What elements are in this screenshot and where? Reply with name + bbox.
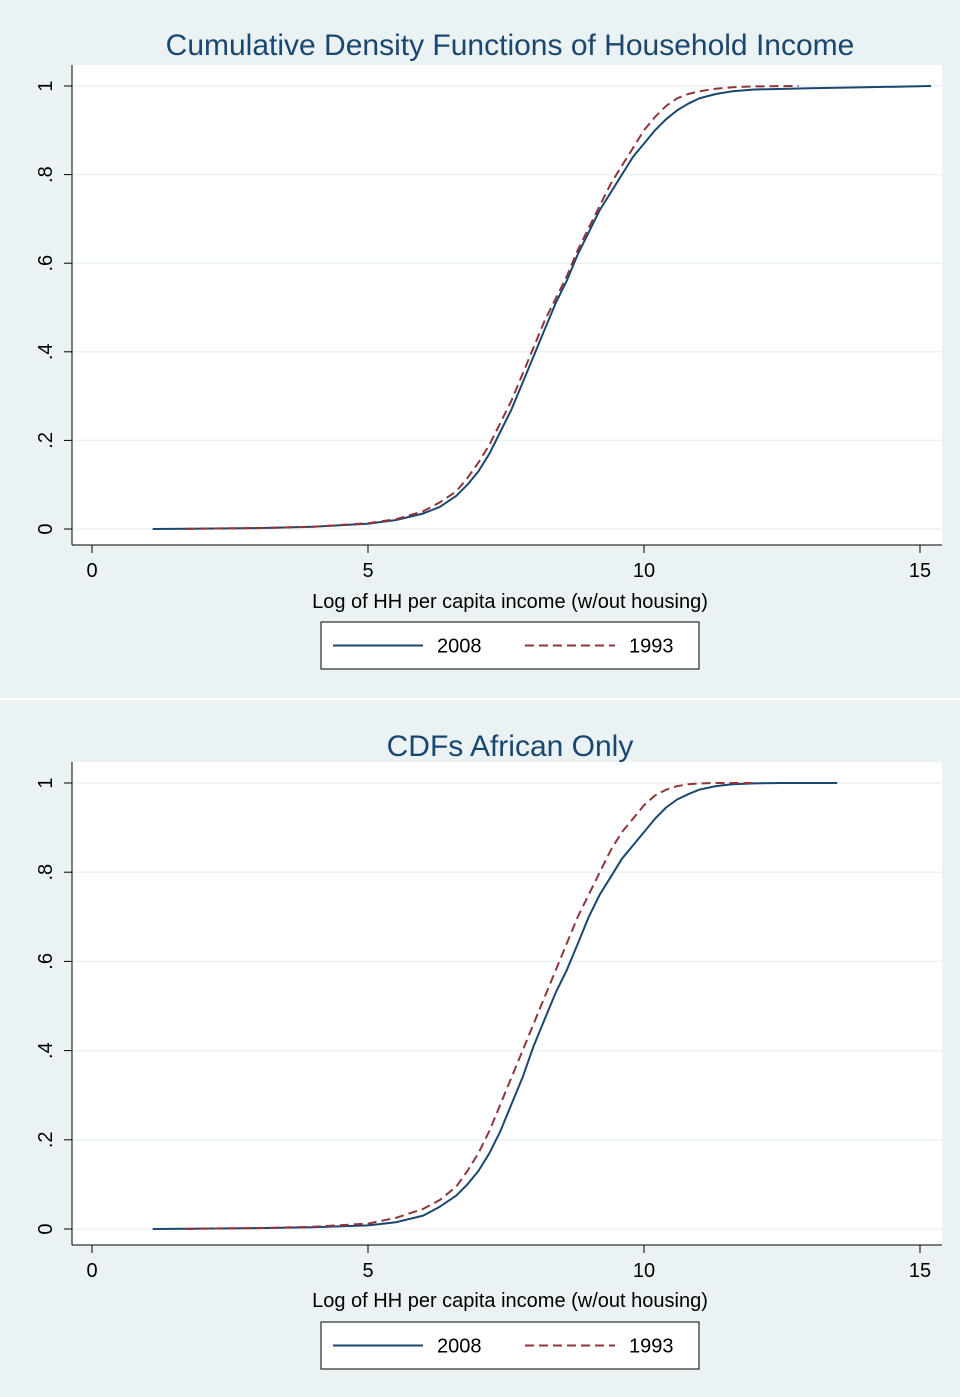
y-tick-label: 1: [35, 80, 57, 91]
legend-label: 1993: [629, 1336, 674, 1358]
y-tick-label: .4: [35, 1042, 57, 1059]
legend-label: 2008: [437, 1336, 482, 1358]
x-tick-label: 0: [86, 1260, 97, 1282]
y-tick-label: .2: [35, 1131, 57, 1148]
series-line-1993: [185, 85, 799, 530]
y-tick-label: 0: [35, 1223, 57, 1234]
x-axis-title: Log of HH per capita income (w/out housi…: [312, 591, 708, 613]
chart-title: CDFs African Only: [387, 730, 634, 763]
plot-area: [72, 762, 942, 1245]
y-tick-label: .2: [35, 432, 57, 449]
series-line-1993: [185, 782, 755, 1230]
legend-label: 1993: [629, 636, 674, 658]
y-tick-label: 1: [35, 777, 57, 788]
series-line-2008: [152, 782, 838, 1230]
chart-title: Cumulative Density Functions of Househol…: [166, 29, 855, 62]
x-tick-label: 10: [633, 1260, 655, 1282]
x-tick-label: 15: [909, 560, 931, 582]
legend-label: 2008: [437, 636, 482, 658]
y-tick-label: 0: [35, 523, 57, 534]
plot-area: [72, 65, 942, 545]
x-axis-title: Log of HH per capita income (w/out housi…: [312, 1290, 708, 1312]
x-tick-label: 10: [633, 560, 655, 582]
y-tick-label: .6: [35, 953, 57, 970]
y-tick-label: .6: [35, 255, 57, 272]
y-tick-label: .8: [35, 864, 57, 881]
series-line-2008: [152, 85, 932, 530]
x-tick-label: 5: [362, 560, 373, 582]
y-tick-label: .4: [35, 343, 57, 360]
x-tick-label: 15: [909, 1260, 931, 1282]
chart-panel: 0.2.4.6.8 1 0 5 10 15 Cumulative Density Funct…: [35, 29, 942, 670]
chart-panel: 0.2.4.6.8 1 0 5 10 15 CDFs African Only Log of …: [0, 700, 960, 1397]
x-tick-label: 0: [86, 560, 97, 582]
x-tick-label: 5: [362, 1260, 373, 1282]
y-tick-label: .8: [35, 166, 57, 183]
